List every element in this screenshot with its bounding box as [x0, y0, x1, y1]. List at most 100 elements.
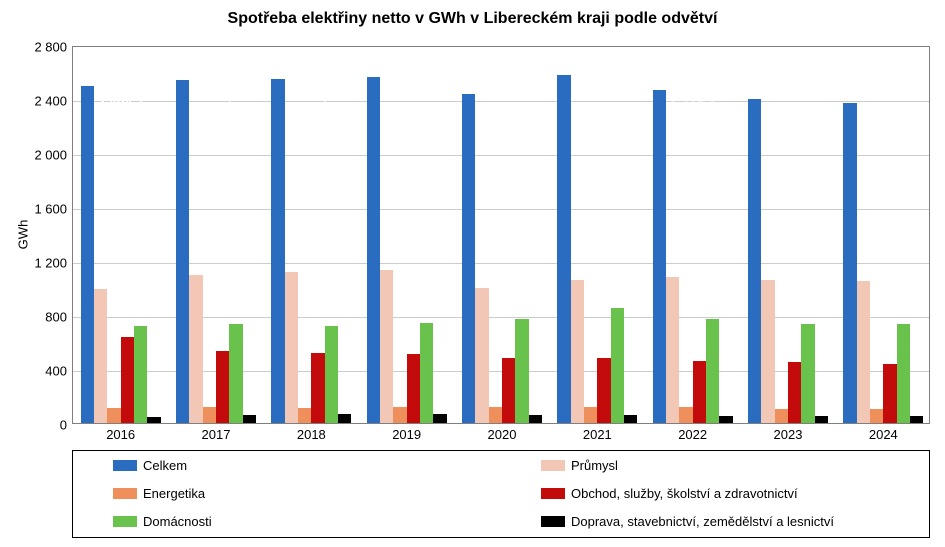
bar — [611, 308, 624, 423]
x-tick-label: 2023 — [774, 427, 803, 442]
bar — [121, 337, 134, 423]
bar-data-label: 2 494,7 — [97, 94, 144, 110]
legend-swatch — [113, 488, 137, 499]
bar — [571, 280, 584, 423]
bar — [420, 323, 433, 423]
grid-line — [73, 209, 929, 210]
chart-title: Spotřeba elektřiny netto v GWh v Liberec… — [0, 0, 945, 28]
grid-line — [73, 155, 929, 156]
bar — [189, 275, 202, 424]
bar — [597, 358, 610, 423]
bar — [910, 416, 923, 423]
x-tick-label: 2024 — [869, 427, 898, 442]
legend-item: Domácnosti — [73, 507, 501, 535]
x-tick-label: 2020 — [488, 427, 517, 442]
bar — [624, 415, 637, 423]
legend-swatch — [113, 516, 137, 527]
bar — [748, 99, 761, 423]
chart-container: Spotřeba elektřiny netto v GWh v Liberec… — [0, 0, 945, 547]
bar — [147, 417, 160, 423]
bar — [679, 407, 692, 423]
bar — [870, 409, 883, 423]
bar — [815, 416, 828, 423]
bar — [407, 354, 420, 423]
legend: Celkem Průmysl Energetika Obchod, služby, š… — [72, 450, 930, 538]
bar — [271, 79, 284, 423]
x-tick-label: 2017 — [202, 427, 231, 442]
bar — [529, 415, 542, 423]
legend-label: Energetika — [143, 486, 205, 501]
bar — [203, 407, 216, 423]
bar — [134, 326, 147, 423]
legend-swatch — [541, 516, 565, 527]
x-tick-label: 2021 — [583, 427, 612, 442]
legend-swatch — [113, 460, 137, 471]
bar — [81, 86, 94, 423]
y-tick-label: 0 — [60, 418, 67, 433]
bar-data-label: 2 541,7 — [193, 88, 240, 104]
bar-data-label: 2 560,1 — [383, 85, 430, 101]
bar — [706, 319, 719, 423]
x-tick-label: 2016 — [106, 427, 135, 442]
legend-swatch — [541, 488, 565, 499]
bar — [666, 277, 679, 423]
bar — [380, 270, 393, 423]
bar-data-label: 2 370,6 — [860, 111, 907, 127]
x-tick-label: 2019 — [392, 427, 421, 442]
y-tick-label: 2 400 — [34, 94, 67, 109]
bar-data-label: 2 549,9 — [288, 87, 335, 103]
bar — [462, 94, 475, 423]
legend-label: Průmysl — [571, 458, 618, 473]
bar — [775, 409, 788, 423]
y-tick-label: 1 600 — [34, 202, 67, 217]
legend-swatch — [541, 460, 565, 471]
legend-label: Obchod, služby, školství a zdravotnictví — [571, 486, 798, 501]
bar-data-label: 2 465,2 — [669, 98, 716, 114]
bar — [653, 90, 666, 423]
bar — [393, 407, 406, 423]
bar — [557, 75, 570, 423]
legend-label: Domácnosti — [143, 514, 212, 529]
bar — [584, 407, 597, 423]
y-tick-label: 2 000 — [34, 148, 67, 163]
legend-item: Energetika — [73, 479, 501, 507]
bar — [857, 281, 870, 423]
bar — [285, 272, 298, 423]
grid-line — [73, 263, 929, 264]
legend-item: Celkem — [73, 451, 501, 479]
bar — [433, 414, 446, 423]
bar — [298, 408, 311, 423]
bar — [94, 289, 107, 423]
bar — [311, 353, 324, 423]
x-tick-label: 2018 — [297, 427, 326, 442]
bar — [843, 103, 856, 423]
bar-data-label: 2 580,4 — [574, 83, 621, 99]
y-tick-label: 400 — [45, 364, 67, 379]
legend-item: Průmysl — [501, 451, 929, 479]
bar — [761, 280, 774, 423]
bar — [515, 319, 528, 423]
bar — [489, 407, 502, 423]
bar — [325, 326, 338, 423]
bar — [719, 416, 732, 423]
bar — [693, 361, 706, 423]
legend-item: Obchod, služby, školství a zdravotnictví — [501, 479, 929, 507]
y-axis-label: GWh — [15, 220, 30, 250]
bar — [243, 415, 256, 423]
legend-item: Doprava, stavebnictví, zemědělství a les… — [501, 507, 929, 535]
bar — [897, 324, 910, 423]
plot-area: 04008001 2001 6002 0002 4002 80020162 49… — [72, 46, 930, 424]
bar — [502, 358, 515, 423]
bar — [475, 288, 488, 423]
bar-data-label: 2 438,4 — [479, 102, 526, 118]
bar — [801, 324, 814, 423]
bar-data-label: 2 401,0 — [765, 107, 812, 123]
y-tick-label: 1 200 — [34, 256, 67, 271]
y-tick-label: 2 800 — [34, 40, 67, 55]
bar — [216, 351, 229, 423]
legend-label: Doprava, stavebnictví, zemědělství a les… — [571, 514, 834, 529]
bar — [107, 408, 120, 423]
y-tick-label: 800 — [45, 310, 67, 325]
bar — [176, 80, 189, 423]
bar — [788, 362, 801, 423]
